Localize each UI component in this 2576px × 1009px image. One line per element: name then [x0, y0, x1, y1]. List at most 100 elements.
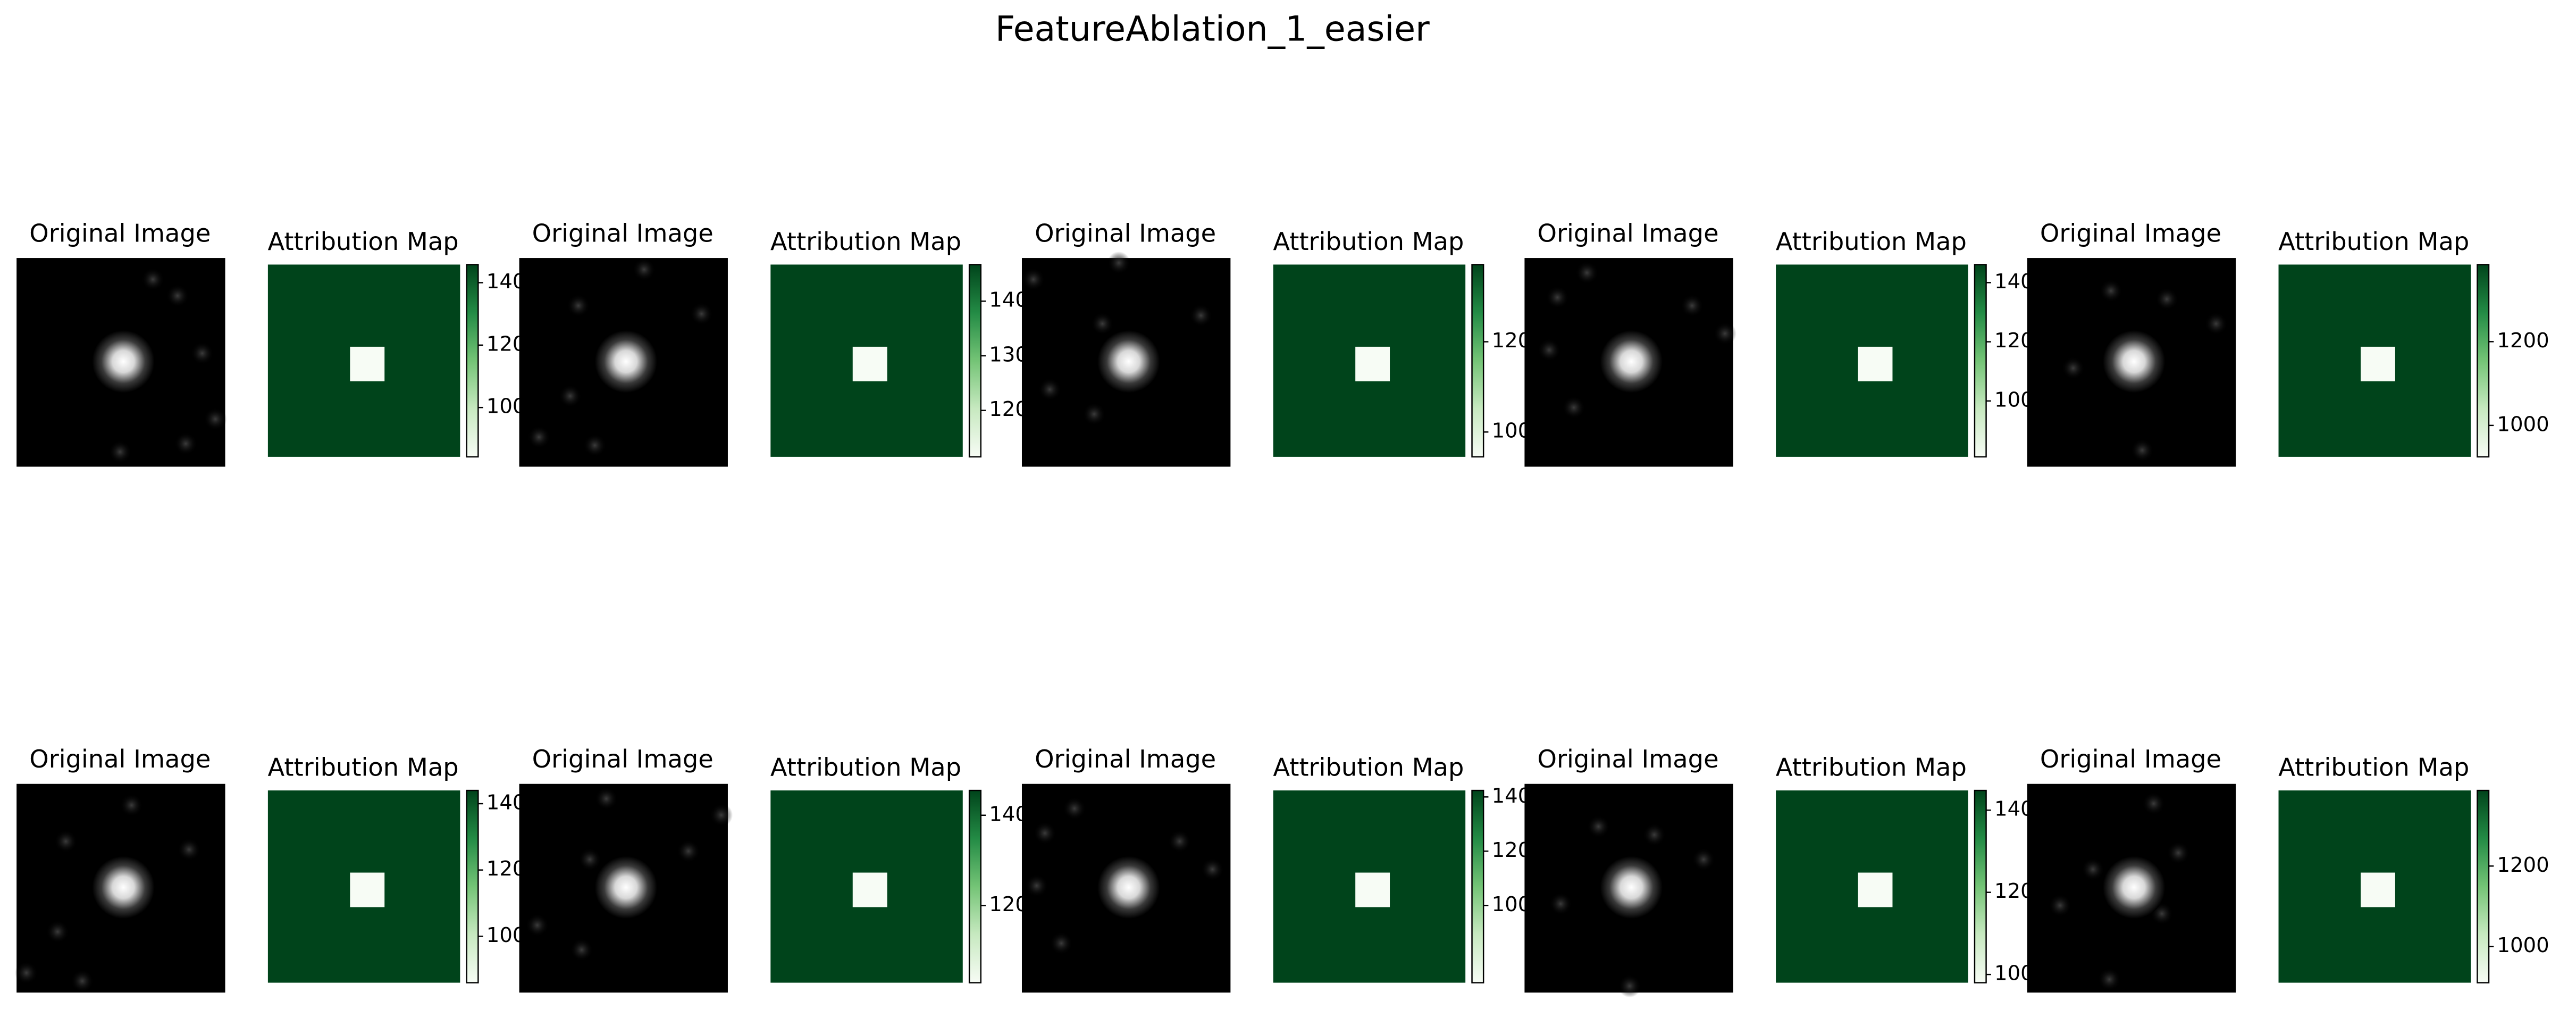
image-spot	[2155, 287, 2179, 311]
image-spot	[2130, 438, 2154, 462]
colorbar	[968, 789, 981, 983]
colorbar	[968, 264, 981, 458]
attribution-title: Attribution Map	[267, 753, 458, 781]
original-title: Original Image	[1537, 219, 1718, 247]
attribution-patch	[1858, 346, 1893, 381]
image-star	[594, 856, 658, 919]
image-spot	[190, 341, 214, 365]
image-spot	[1618, 974, 1641, 998]
original-title: Original Image	[1537, 745, 1718, 773]
image-spot	[54, 830, 78, 853]
attribution-patch	[1355, 872, 1390, 907]
attribution-patch	[1858, 872, 1893, 907]
image-spot	[1201, 857, 1224, 881]
attribution-title: Attribution Map	[1776, 753, 1967, 781]
image-spot	[15, 961, 38, 985]
image-star	[594, 330, 658, 393]
colorbar	[466, 264, 479, 458]
attribution-title: Attribution Map	[770, 227, 961, 256]
image-spot	[1692, 848, 1715, 871]
image-spot	[1562, 396, 1585, 419]
attribution-title: Attribution Map	[770, 753, 961, 781]
original-title: Original Image	[29, 745, 211, 773]
image-spot	[46, 920, 70, 944]
image-spot	[1642, 823, 1666, 847]
attribution-patch	[350, 872, 385, 907]
colorbar-tick-label: 1200	[2497, 329, 2549, 353]
image-spot	[1168, 830, 1191, 853]
image-spot	[2061, 356, 2085, 380]
image-spot	[1107, 251, 1130, 274]
original-title: Original Image	[29, 219, 211, 247]
image-spot	[1546, 286, 1569, 309]
attribution-title: Attribution Map	[267, 227, 458, 256]
image-spot	[2204, 312, 2228, 336]
figure-title: FeatureAblation_1_easier	[995, 9, 1430, 49]
original-title: Original Image	[532, 745, 714, 773]
image-spot	[1021, 268, 1045, 291]
image-spot	[1713, 322, 1736, 345]
image-spot	[2081, 857, 2105, 881]
colorbar-tick-label: 1000	[2497, 412, 2549, 436]
image-spot	[1033, 821, 1056, 845]
attribution-patch	[1355, 346, 1390, 381]
image-spot	[1549, 892, 1572, 915]
attribution-title: Attribution Map	[2278, 227, 2469, 256]
image-spot	[525, 913, 549, 937]
image-spot	[558, 384, 582, 408]
image-spot	[677, 839, 700, 863]
colorbar	[466, 789, 479, 983]
image-star	[1097, 330, 1160, 393]
image-spot	[204, 407, 227, 431]
image-star	[2102, 330, 2166, 393]
image-spot	[2048, 894, 2072, 917]
image-spot	[690, 302, 714, 326]
attribution-patch	[2360, 346, 2395, 381]
image-spot	[174, 432, 198, 455]
image-spot	[1189, 304, 1213, 327]
image-spot	[1090, 312, 1114, 336]
image-star	[92, 856, 155, 919]
image-spot	[1680, 294, 1704, 318]
original-title: Original Image	[1035, 219, 1216, 247]
original-title: Original Image	[2040, 219, 2221, 247]
attribution-title: Attribution Map	[1776, 227, 1967, 256]
image-star	[2102, 856, 2166, 919]
image-spot	[2097, 968, 2121, 991]
image-spot	[1575, 261, 1599, 285]
image-star	[92, 330, 155, 393]
attribution-title: Attribution Map	[1273, 753, 1464, 781]
image-spot	[1083, 402, 1106, 426]
image-spot	[2142, 792, 2166, 815]
attribution-patch	[2360, 872, 2395, 907]
image-spot	[1038, 378, 1062, 401]
image-spot	[594, 787, 618, 811]
image-spot	[71, 969, 94, 993]
colorbar	[2477, 264, 2490, 458]
image-spot	[141, 268, 165, 291]
original-title: Original Image	[532, 219, 714, 247]
image-spot	[120, 794, 144, 817]
colorbar	[1974, 264, 1987, 458]
image-spot	[570, 938, 593, 962]
image-spot	[1538, 338, 1561, 362]
image-spot	[1063, 797, 1086, 820]
attribution-patch	[852, 872, 887, 907]
original-title: Original Image	[2040, 745, 2221, 773]
original-title: Original Image	[1035, 745, 1216, 773]
attribution-title: Attribution Map	[2278, 753, 2469, 781]
colorbar	[1974, 789, 1987, 983]
image-spot	[1587, 815, 1610, 838]
image-star	[1600, 330, 1663, 393]
colorbar	[2477, 789, 2490, 983]
colorbar	[1471, 264, 1484, 458]
image-spot	[578, 848, 602, 871]
attribution-patch	[350, 346, 385, 381]
image-spot	[108, 440, 132, 464]
image-spot	[709, 803, 733, 827]
image-spot	[2167, 841, 2190, 865]
image-spot	[527, 426, 551, 449]
colorbar-tick-label: 1200	[2497, 853, 2549, 877]
image-star	[1600, 856, 1663, 919]
